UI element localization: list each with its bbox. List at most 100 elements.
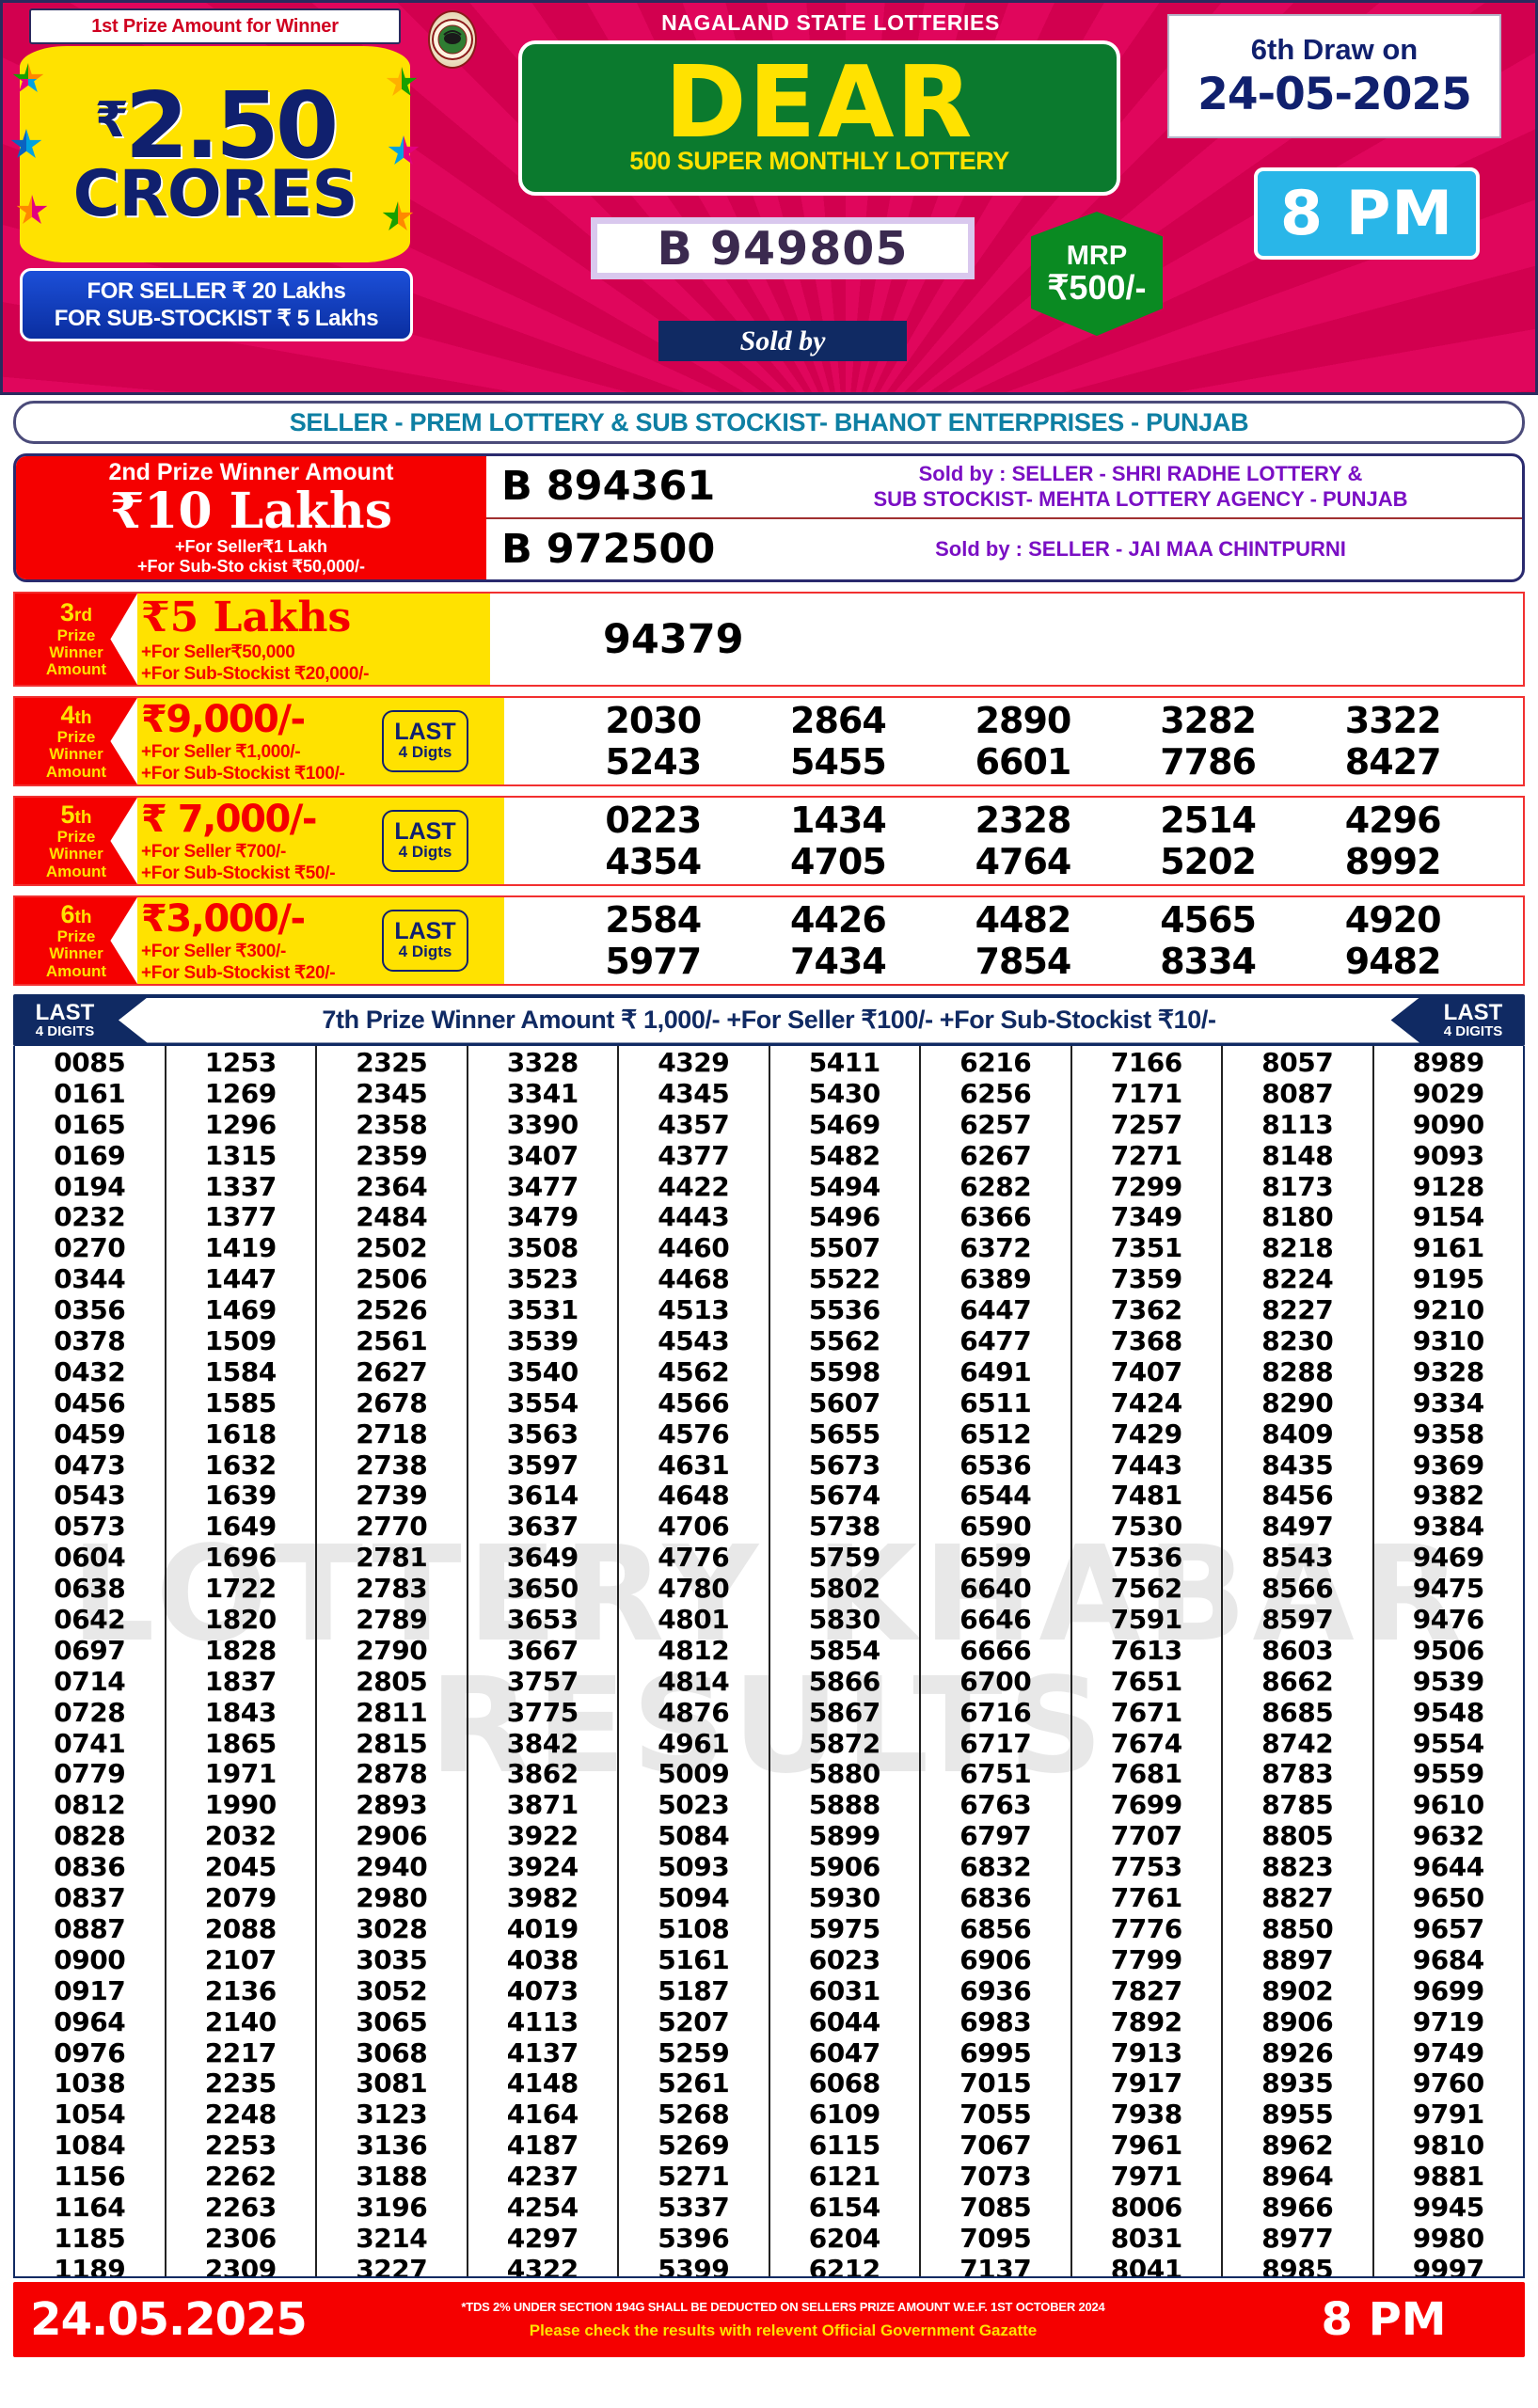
prize-7-number: 0917	[54, 1974, 126, 2006]
prize-7-number: 5093	[658, 1851, 730, 1883]
prize-7-column: 1253 1269 1296 1315 1337 1377 1419 1447 1469 1509…	[166, 1046, 317, 2278]
prize-7-number: 6282	[959, 1170, 1032, 1202]
prize-7-number: 1038	[54, 2067, 126, 2099]
prize-7-number: 2893	[356, 1789, 428, 1821]
prize-7-number: 7707	[1110, 1820, 1182, 1852]
prize-7-digits-label-right: 4 DIGITS	[1443, 1023, 1503, 1040]
draw-time-value: 8 PM	[1279, 178, 1454, 249]
prize-7-number: 7424	[1110, 1386, 1182, 1418]
prize-7-number: 1820	[204, 1604, 277, 1636]
prize-6-last-digits-badge: LAST 4 Digts	[382, 910, 468, 972]
prize-7-number: 6640	[959, 1573, 1032, 1605]
prize-7-number: 7429	[1110, 1418, 1182, 1450]
prize-7-number: 2506	[356, 1263, 428, 1295]
prize-7-number: 4345	[658, 1077, 730, 1109]
prize-4-number: 2890	[975, 700, 1072, 741]
prize-7-number: 7171	[1110, 1077, 1182, 1109]
prize-7-number: 5094	[658, 1882, 730, 1914]
prize-7-number: 6121	[808, 2161, 880, 2193]
prize-7-number: 2309	[204, 2253, 277, 2278]
prize-7-number: 5084	[658, 1820, 730, 1852]
prize-7-number: 2815	[356, 1727, 428, 1759]
prize-6-amount-area: ₹3,000/- +For Seller ₹300/- +For Sub-Sto…	[137, 897, 504, 984]
prize-7-number: 5598	[808, 1355, 880, 1387]
flower-decoration-icon	[10, 129, 42, 158]
prize-7-number: 6267	[959, 1139, 1032, 1171]
winning-ticket-box: B 949805	[591, 217, 975, 279]
prize-7-number: 3924	[506, 1851, 579, 1883]
prize-7-number: 6906	[959, 1943, 1032, 1975]
prize-7-number: 3028	[356, 1912, 428, 1944]
prize-7-number: 8850	[1261, 1912, 1334, 1944]
prize-7-number: 0638	[54, 1573, 126, 1605]
footer-notes: *TDS 2% UNDER SECTION 194G SHALL BE DEDU…	[324, 2300, 1243, 2340]
prize-7-number: 9632	[1412, 1820, 1484, 1852]
prize-7-number: 4780	[658, 1573, 730, 1605]
prize-2-sold-by: Sold by : SELLER - JAI MAA CHINTPURNI	[759, 536, 1522, 562]
prize-7-number: 0356	[54, 1294, 126, 1326]
prize-7-number: 2770	[356, 1511, 428, 1543]
prize-7-number: 9210	[1412, 1294, 1484, 1326]
prize-5-amount-area: ₹ 7,000/- +For Seller ₹700/- +For Sub-St…	[137, 798, 504, 884]
first-prize-label: 1st Prize Amount for Winner	[29, 8, 401, 44]
prize-7-number: 5261	[658, 2067, 730, 2099]
prize-7-number: 1185	[54, 2222, 126, 2254]
prize-7-number: 3862	[506, 1758, 579, 1790]
prize-7-number: 3540	[506, 1355, 579, 1387]
prize-7-number: 2306	[204, 2222, 277, 2254]
prize-4-ordinal-suffix: th	[74, 707, 92, 728]
prize-7-number: 9469	[1412, 1542, 1484, 1574]
prize-4-number: 7786	[1160, 741, 1257, 783]
nagaland-emblem-icon	[428, 10, 477, 69]
prize-7-last-right: LAST 4 DIGITS	[1421, 1001, 1525, 1039]
prize-7-number: 9328	[1412, 1355, 1484, 1387]
prize-7-number: 6389	[959, 1263, 1032, 1295]
prize-7-number: 6047	[808, 2036, 880, 2068]
prize-7-column: 4329 4345 4357 4377 4422 4443 4460 4468 4513 4543…	[619, 1046, 770, 2276]
prize-7-number: 7095	[959, 2222, 1032, 2254]
flower-decoration-icon	[388, 135, 420, 165]
first-prize-substockist-amount: FOR SUB-STOCKIST ₹ 5 Lakhs	[54, 306, 379, 331]
prize-7-number: 7971	[1110, 2161, 1182, 2193]
prize-7-column: 5411 5430 5469 5482 5494 5496 5507 5522 5536 5562…	[770, 1046, 921, 2278]
brand-subtitle: 500 SUPER MONTHLY LOTTERY	[629, 147, 1009, 176]
prize-4-amount-area: ₹9,000/- +For Seller ₹1,000/- +For Sub-S…	[137, 698, 504, 784]
prize-7-number: 7085	[959, 2191, 1032, 2223]
prize-3-badge-l2: Winner	[49, 642, 103, 661]
prize-7-number: 0779	[54, 1758, 126, 1790]
prize-7-number: 6068	[808, 2067, 880, 2099]
prize-7-number: 9791	[1412, 2099, 1484, 2131]
prize-7-number: 1722	[204, 1573, 277, 1605]
prize-7-number: 8977	[1261, 2222, 1334, 2254]
prize-7-number: 7827	[1110, 1974, 1182, 2006]
prize-7-number: 6511	[959, 1386, 1032, 1418]
prize-7-number: 1639	[204, 1480, 277, 1512]
prize-7-number: 6836	[959, 1882, 1032, 1914]
prize-7-number: 7368	[1110, 1325, 1182, 1357]
prize-7-number: 6256	[959, 1077, 1032, 1109]
prize-3-badge: 3rd Prize Winner Amount	[15, 594, 137, 685]
prize-7-number: 2980	[356, 1882, 428, 1914]
prize-7-number: 2526	[356, 1294, 428, 1326]
prize-7-number: 1696	[204, 1542, 277, 1574]
prize-7-number: 7530	[1110, 1511, 1182, 1543]
prize-7-number: 6717	[959, 1727, 1032, 1759]
prize-7-number: 6212	[808, 2253, 880, 2278]
prize-7-number: 2878	[356, 1758, 428, 1790]
prize-7-number: 5674	[808, 1480, 880, 1512]
prize-6-badge-l1: Prize	[56, 927, 96, 946]
brand-name: DEAR	[664, 44, 975, 160]
sold-by-label: Sold by	[739, 325, 826, 356]
prize-2-sold-by-line1: Sold by : SELLER - SHRI RADHE LOTTERY &	[918, 461, 1363, 485]
prize-7-number: 6763	[959, 1789, 1032, 1821]
prize-7-number: 3563	[506, 1418, 579, 1450]
prize-7-number: 8662	[1261, 1665, 1334, 1697]
prize-6-number: 7854	[975, 941, 1072, 982]
prize-7-number: 6372	[959, 1232, 1032, 1264]
prize-7-number: 8180	[1261, 1201, 1334, 1233]
prize-7-number: 2325	[356, 1047, 428, 1078]
prize-2-info: 2nd Prize Winner Amount ₹10 Lakhs +For S…	[16, 456, 486, 579]
prize-7-last-label-left: LAST	[35, 1000, 95, 1026]
prize-7-number: 6856	[959, 1912, 1032, 1944]
prize-7-number: 1509	[204, 1325, 277, 1357]
